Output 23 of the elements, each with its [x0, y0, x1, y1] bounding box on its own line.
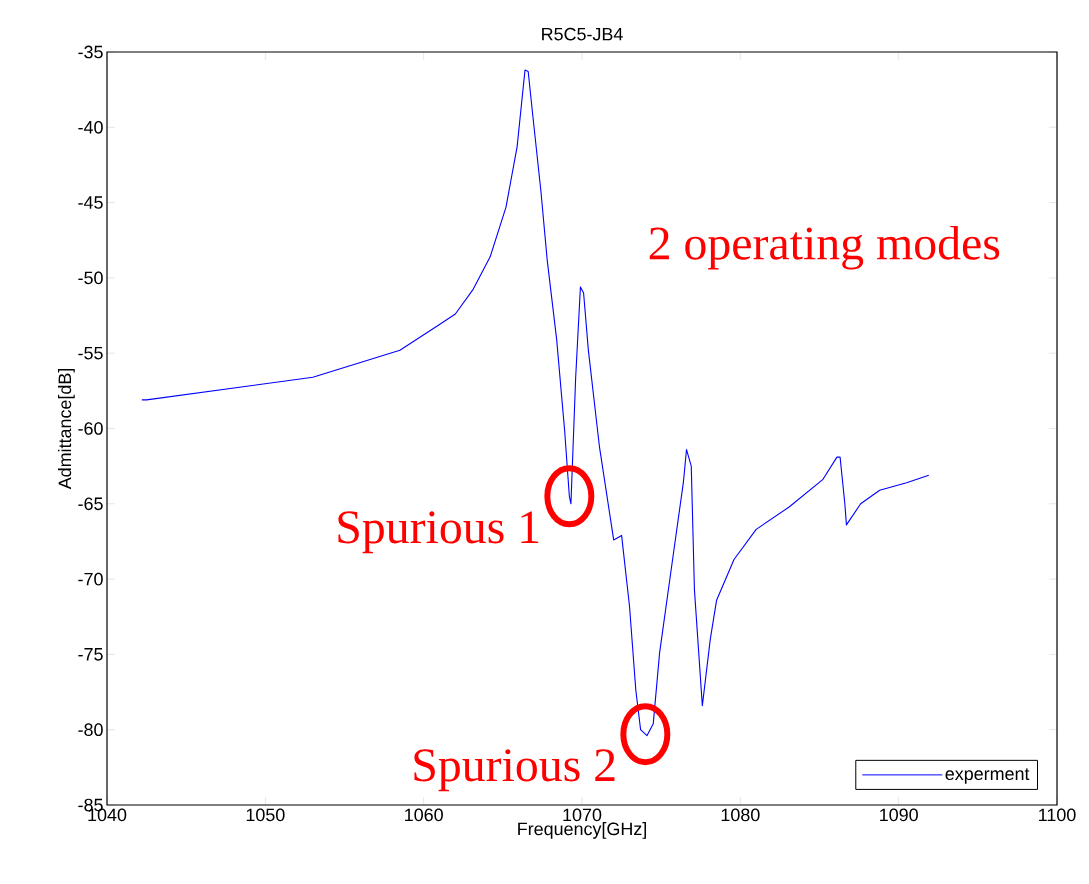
y-tick-label: -75: [78, 648, 103, 661]
x-tick-label: 1080: [721, 808, 760, 822]
y-tick-label: -45: [78, 196, 103, 209]
x-tick-label: 1090: [880, 808, 918, 822]
x-tick-label: 1060: [405, 808, 443, 822]
y-tick-label: -35: [78, 45, 103, 59]
y-tick-label: -55: [78, 346, 103, 360]
annotation: 2 operating modes: [649, 226, 1000, 270]
y-tick-label: -65: [78, 497, 103, 511]
y-axis-title: Admittance[dB]: [58, 368, 75, 490]
y-tick-label: -40: [78, 120, 103, 134]
annotation: Spurious 2: [414, 749, 615, 792]
x-axis-title: Frequency[GHz]: [518, 822, 646, 839]
annotation: Spurious 1: [338, 511, 539, 554]
chart-title: R5C5-JB4: [542, 27, 623, 41]
x-tick-label: 1070: [563, 808, 602, 822]
y-tick-label: -50: [78, 271, 103, 285]
y-tick-label: -80: [78, 723, 103, 737]
x-tick-label: 1100: [1039, 808, 1076, 822]
x-tick-label: 1050: [246, 808, 285, 822]
y-tick-label: -70: [78, 572, 103, 586]
legend-label: experment: [945, 768, 1030, 784]
y-tick-label: -60: [78, 422, 103, 435]
